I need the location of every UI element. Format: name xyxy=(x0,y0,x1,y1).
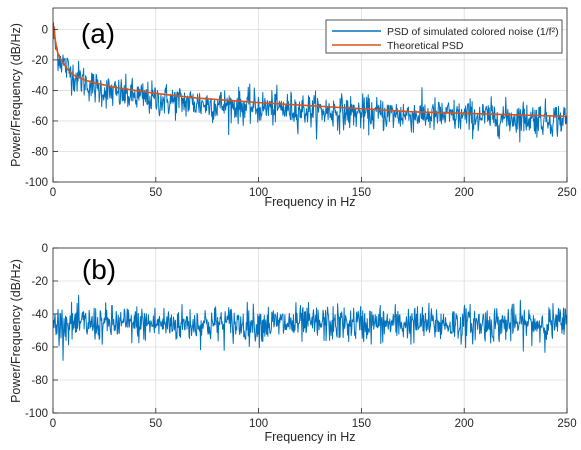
y-tick-label-b: -40 xyxy=(31,309,48,321)
y-ticks-b: -100 -80 -60 -40 -20 0 xyxy=(25,243,58,420)
x-axis-label-b: Frequency in Hz xyxy=(264,430,355,444)
x-tick-label-a: 200 xyxy=(455,187,474,199)
y-tick-label-a: -80 xyxy=(31,146,48,158)
axes-box-b xyxy=(52,247,568,414)
y-ticks-a: -100 -80 -60 -40 -20 0 xyxy=(25,24,58,189)
y-tick-label-a: -60 xyxy=(31,116,48,128)
legend-label-theoretical: Theoretical PSD xyxy=(387,40,464,52)
x-tick-label-b: 50 xyxy=(149,418,162,430)
y-tick-label-a: -20 xyxy=(31,55,48,67)
x-tick-label-b: 0 xyxy=(50,418,56,430)
panel-label-b: (b) xyxy=(82,254,116,285)
x-tick-label-b: 200 xyxy=(455,418,474,430)
panel-b: 0 50 100 150 200 250 -100 -80 -60 -40 -20 0 (b) Fr… xyxy=(9,243,577,444)
x-tick-label-b: 150 xyxy=(352,418,371,430)
x-tick-label-a: 0 xyxy=(50,187,56,199)
series-line-theoretical-psd xyxy=(53,26,567,118)
y-tick-label-b: -20 xyxy=(31,276,48,288)
panel-a: 0 50 100 150 200 250 -100 -80 -60 -40 -20 0 (a) Fr… xyxy=(9,7,577,209)
y-tick-label-b: -80 xyxy=(31,375,48,387)
x-tick-label-a: 150 xyxy=(352,187,371,199)
series-group-b xyxy=(53,294,567,361)
series-line-psd-noise-a xyxy=(53,22,567,143)
series-line-psd-noise-b xyxy=(53,294,567,361)
x-tick-label-a: 50 xyxy=(149,187,162,199)
y-tick-label-a: -40 xyxy=(31,85,48,97)
y-tick-label-a: -100 xyxy=(25,177,48,189)
x-tick-label-b: 100 xyxy=(249,418,268,430)
x-axis-label-a: Frequency in Hz xyxy=(264,195,355,209)
y-tick-label-b: 0 xyxy=(42,243,48,255)
panel-label-a: (a) xyxy=(81,18,115,49)
y-axis-label-b: Power/Frequency (dB/Hz) xyxy=(9,259,23,403)
x-tick-label-a: 250 xyxy=(557,187,576,199)
y-tick-label-b: -100 xyxy=(25,408,48,420)
axes-box-a xyxy=(52,7,568,183)
x-tick-label-a: 100 xyxy=(249,187,268,199)
legend-label-psd: PSD of simulated colored noise (1/f²) xyxy=(387,26,559,38)
legend: PSD of simulated colored noise (1/f²) Th… xyxy=(325,19,563,54)
y-axis-label-a: Power/Frequency (dB/Hz) xyxy=(9,23,23,167)
series-group-a xyxy=(53,22,567,143)
x-ticks-b: 0 50 100 150 200 250 xyxy=(50,408,577,430)
y-tick-label-b: -60 xyxy=(31,342,48,354)
x-tick-label-b: 250 xyxy=(557,418,576,430)
legend-box xyxy=(325,19,563,54)
y-tick-label-a: 0 xyxy=(42,24,48,36)
x-ticks-a: 0 50 100 150 200 250 xyxy=(50,177,577,199)
